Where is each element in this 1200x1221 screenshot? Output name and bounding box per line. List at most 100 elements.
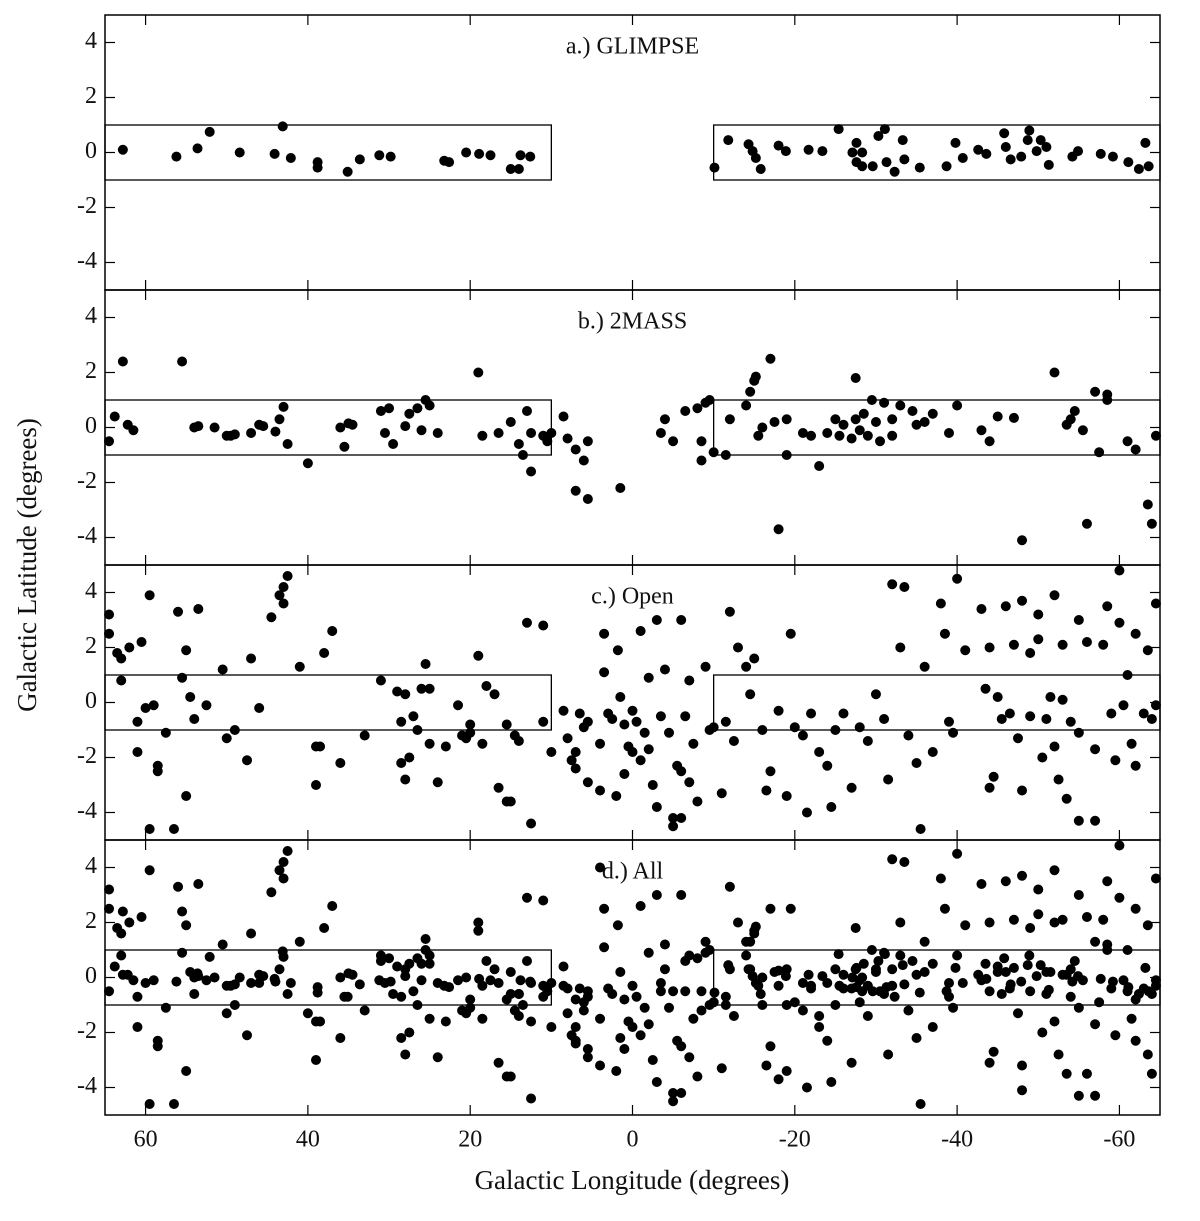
point xyxy=(217,939,228,950)
point xyxy=(424,958,435,969)
point xyxy=(635,626,646,636)
point xyxy=(696,986,707,997)
point xyxy=(221,733,232,744)
point xyxy=(1017,870,1028,881)
point xyxy=(1043,159,1054,170)
point xyxy=(574,708,585,719)
point xyxy=(177,672,188,683)
point xyxy=(797,428,808,438)
point xyxy=(595,785,606,796)
point xyxy=(404,1027,415,1038)
point xyxy=(229,725,240,735)
point xyxy=(822,1035,833,1046)
point xyxy=(950,137,961,148)
point xyxy=(1142,1049,1153,1060)
point xyxy=(1094,447,1105,458)
point xyxy=(444,982,455,993)
point xyxy=(465,1002,476,1013)
point xyxy=(688,738,699,749)
point xyxy=(1150,700,1161,711)
point xyxy=(432,1052,443,1063)
point xyxy=(1035,960,1046,971)
point xyxy=(753,430,764,441)
point xyxy=(116,653,127,664)
point xyxy=(1012,1008,1023,1019)
point xyxy=(867,161,878,172)
point xyxy=(416,975,427,986)
point xyxy=(1069,956,1080,966)
point xyxy=(1037,1027,1048,1038)
point xyxy=(612,920,623,931)
point xyxy=(655,428,666,438)
point xyxy=(899,154,910,165)
point xyxy=(278,582,289,592)
point xyxy=(883,1049,894,1060)
point xyxy=(132,1022,143,1032)
point xyxy=(889,991,900,1002)
x-tick-label: 0 xyxy=(627,1127,639,1153)
point xyxy=(1130,760,1141,771)
point xyxy=(887,414,898,425)
point xyxy=(992,967,1003,977)
point xyxy=(838,983,849,994)
point xyxy=(1008,914,1019,925)
point xyxy=(570,747,581,757)
point xyxy=(761,785,772,796)
point xyxy=(440,1016,451,1027)
point xyxy=(144,1099,155,1109)
point xyxy=(1077,975,1088,986)
point xyxy=(895,400,906,411)
point xyxy=(278,401,289,412)
point xyxy=(870,964,881,975)
point xyxy=(976,425,987,436)
point xyxy=(676,766,687,777)
point xyxy=(595,1060,606,1071)
point xyxy=(881,157,892,168)
point xyxy=(814,1022,825,1032)
point xyxy=(655,986,666,997)
point xyxy=(850,923,861,933)
point xyxy=(347,969,358,980)
point xyxy=(668,1096,679,1107)
point xyxy=(526,1093,537,1104)
point xyxy=(1061,1068,1072,1079)
survey-box xyxy=(104,399,552,456)
point xyxy=(935,598,946,609)
point xyxy=(1024,125,1035,136)
point xyxy=(611,1066,622,1076)
point xyxy=(242,1030,253,1041)
panel-title: b.) 2MASS xyxy=(578,309,687,335)
point xyxy=(1150,598,1161,609)
point xyxy=(1017,535,1028,546)
point xyxy=(1033,884,1044,895)
point xyxy=(643,672,654,683)
point xyxy=(1033,609,1044,620)
point xyxy=(692,1071,703,1082)
point xyxy=(599,628,610,639)
point xyxy=(1102,601,1113,612)
point xyxy=(379,428,390,438)
point xyxy=(582,777,593,788)
point xyxy=(1114,565,1125,576)
point xyxy=(1090,815,1101,826)
point xyxy=(513,1011,524,1021)
point xyxy=(599,667,610,678)
point xyxy=(733,917,743,928)
point xyxy=(277,121,288,132)
point xyxy=(676,890,687,900)
point xyxy=(1081,1068,1092,1079)
point xyxy=(911,758,922,768)
point xyxy=(181,1066,192,1076)
point xyxy=(927,747,938,757)
point xyxy=(1031,146,1042,157)
point xyxy=(781,1000,792,1010)
point xyxy=(919,417,930,427)
point xyxy=(493,1057,504,1068)
point xyxy=(631,716,642,727)
point xyxy=(676,1041,687,1052)
point xyxy=(1130,994,1141,1005)
point xyxy=(907,956,918,966)
survey-box xyxy=(104,124,552,181)
point xyxy=(117,144,128,155)
